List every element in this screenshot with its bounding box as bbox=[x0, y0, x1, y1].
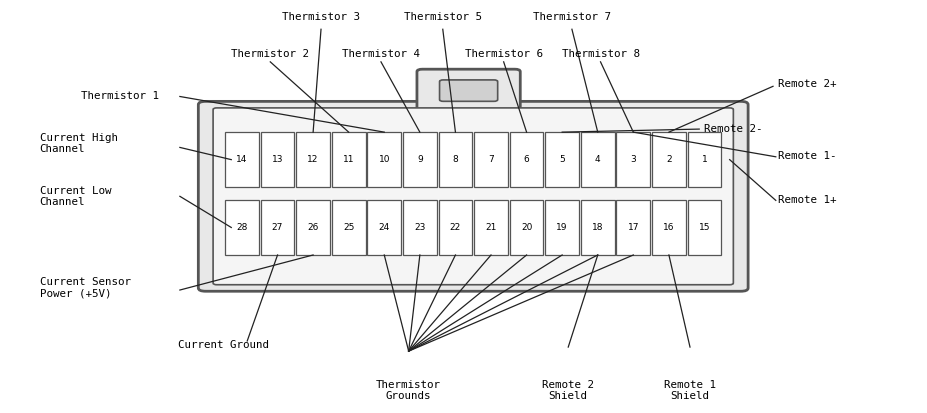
Text: Thermistor 4: Thermistor 4 bbox=[342, 49, 420, 59]
Text: Thermistor 1: Thermistor 1 bbox=[81, 92, 159, 102]
Bar bbox=[296, 132, 330, 187]
Text: 9: 9 bbox=[416, 155, 423, 164]
Text: Thermistor 8: Thermistor 8 bbox=[561, 49, 639, 59]
Bar bbox=[367, 132, 400, 187]
Text: 19: 19 bbox=[556, 223, 567, 232]
Text: 4: 4 bbox=[594, 155, 600, 164]
Text: Remote 2+: Remote 2+ bbox=[777, 79, 835, 89]
Text: 7: 7 bbox=[488, 155, 493, 164]
Bar bbox=[474, 132, 507, 187]
Bar bbox=[509, 132, 543, 187]
Bar bbox=[616, 200, 650, 255]
Bar bbox=[225, 200, 259, 255]
FancyBboxPatch shape bbox=[198, 101, 747, 291]
Bar bbox=[438, 200, 472, 255]
Bar bbox=[296, 200, 330, 255]
Text: 10: 10 bbox=[378, 155, 389, 164]
FancyBboxPatch shape bbox=[439, 80, 497, 101]
Text: 5: 5 bbox=[559, 155, 565, 164]
Text: Current High
Channel: Current High Channel bbox=[40, 133, 118, 154]
Bar bbox=[402, 132, 437, 187]
Bar bbox=[402, 200, 437, 255]
Text: 25: 25 bbox=[343, 223, 354, 232]
Text: Thermistor 6: Thermistor 6 bbox=[464, 49, 542, 59]
Bar bbox=[225, 132, 259, 187]
Text: Remote 1+: Remote 1+ bbox=[777, 195, 835, 205]
Text: 1: 1 bbox=[701, 155, 706, 164]
Text: Thermistor 5: Thermistor 5 bbox=[403, 12, 481, 22]
Text: Thermistor 7: Thermistor 7 bbox=[532, 12, 610, 22]
Text: Current Ground: Current Ground bbox=[178, 340, 269, 350]
Text: 11: 11 bbox=[343, 155, 354, 164]
Bar bbox=[580, 200, 614, 255]
Bar bbox=[652, 132, 685, 187]
FancyBboxPatch shape bbox=[213, 108, 732, 285]
Text: 21: 21 bbox=[485, 223, 496, 232]
Text: Current Low
Channel: Current Low Channel bbox=[40, 185, 111, 207]
Bar bbox=[616, 132, 650, 187]
Text: 24: 24 bbox=[378, 223, 389, 232]
Text: 26: 26 bbox=[307, 223, 319, 232]
Text: 17: 17 bbox=[627, 223, 639, 232]
Text: 16: 16 bbox=[663, 223, 674, 232]
Bar bbox=[474, 200, 507, 255]
Text: Thermistor 2: Thermistor 2 bbox=[231, 49, 309, 59]
Text: Current Sensor
Power (+5V): Current Sensor Power (+5V) bbox=[40, 277, 131, 299]
Text: 8: 8 bbox=[452, 155, 458, 164]
Text: Remote 2
Shield: Remote 2 Shield bbox=[541, 380, 593, 401]
Bar bbox=[545, 200, 578, 255]
FancyBboxPatch shape bbox=[416, 69, 520, 111]
Bar bbox=[687, 132, 720, 187]
Text: 14: 14 bbox=[236, 155, 248, 164]
Text: 2: 2 bbox=[666, 155, 671, 164]
Text: Thermistor
Grounds: Thermistor Grounds bbox=[375, 380, 440, 401]
Bar bbox=[260, 200, 294, 255]
Bar bbox=[509, 200, 543, 255]
Bar bbox=[438, 132, 472, 187]
Text: 27: 27 bbox=[272, 223, 283, 232]
Bar bbox=[580, 132, 614, 187]
Bar bbox=[332, 132, 365, 187]
Text: 18: 18 bbox=[591, 223, 603, 232]
Bar bbox=[260, 132, 294, 187]
Text: 13: 13 bbox=[272, 155, 283, 164]
Bar bbox=[687, 200, 720, 255]
Text: 28: 28 bbox=[236, 223, 248, 232]
Bar bbox=[332, 200, 365, 255]
Text: 3: 3 bbox=[629, 155, 636, 164]
Text: Remote 1-: Remote 1- bbox=[777, 151, 835, 161]
Text: Remote 1
Shield: Remote 1 Shield bbox=[664, 380, 716, 401]
Text: 23: 23 bbox=[413, 223, 425, 232]
Text: Remote 2-: Remote 2- bbox=[703, 124, 761, 134]
Text: Thermistor 3: Thermistor 3 bbox=[282, 12, 360, 22]
Text: 12: 12 bbox=[307, 155, 319, 164]
Bar bbox=[652, 200, 685, 255]
Bar bbox=[545, 132, 578, 187]
Text: 20: 20 bbox=[520, 223, 532, 232]
Bar bbox=[367, 200, 400, 255]
Text: 15: 15 bbox=[698, 223, 709, 232]
Text: 22: 22 bbox=[450, 223, 461, 232]
Text: 6: 6 bbox=[523, 155, 529, 164]
